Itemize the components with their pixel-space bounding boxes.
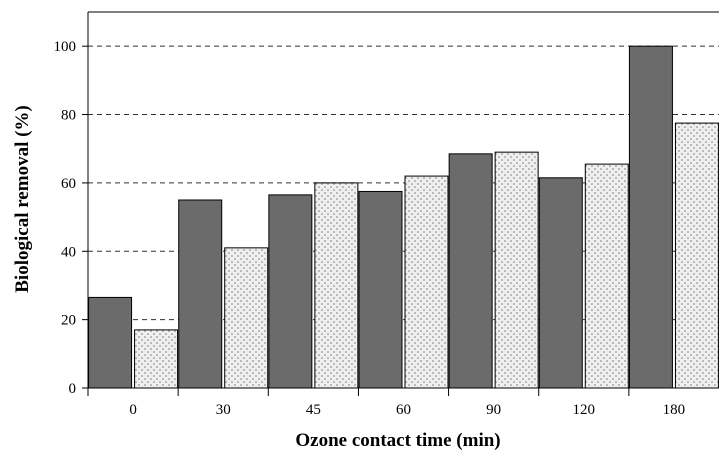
bar (224, 247, 269, 389)
x-tick-label: 0 (129, 402, 137, 418)
x-tick-label: 45 (306, 402, 321, 418)
x-tick-label: 180 (663, 402, 686, 418)
x-axis-title: Ozone contact time (min) (295, 430, 500, 451)
y-axis-title: Biological removal (%) (12, 105, 33, 293)
bars (88, 45, 719, 389)
x-tick-label: 90 (486, 402, 501, 418)
y-tick-label: 20 (61, 313, 76, 329)
x-tick-label: 30 (216, 402, 231, 418)
bar (538, 177, 583, 389)
x-tick-label: 120 (573, 402, 596, 418)
bar (134, 329, 179, 389)
bar (358, 190, 403, 389)
bar (628, 45, 673, 389)
bar (404, 175, 449, 389)
bar (674, 122, 719, 389)
x-tick-label: 60 (396, 402, 411, 418)
bar (88, 296, 133, 389)
bar (494, 151, 539, 389)
y-tick-label: 0 (69, 381, 77, 397)
y-tick-label: 80 (61, 108, 76, 124)
bar (584, 163, 629, 389)
bar (314, 182, 359, 389)
y-tick-label: 100 (54, 39, 77, 55)
bar (178, 199, 223, 389)
y-tick-label: 40 (61, 244, 76, 260)
y-tick-label: 60 (61, 176, 76, 192)
axes: 0 20 40 60 80 100 0 30 45 60 90 120 180 (54, 11, 719, 418)
bar (268, 194, 313, 389)
bar (448, 153, 493, 389)
